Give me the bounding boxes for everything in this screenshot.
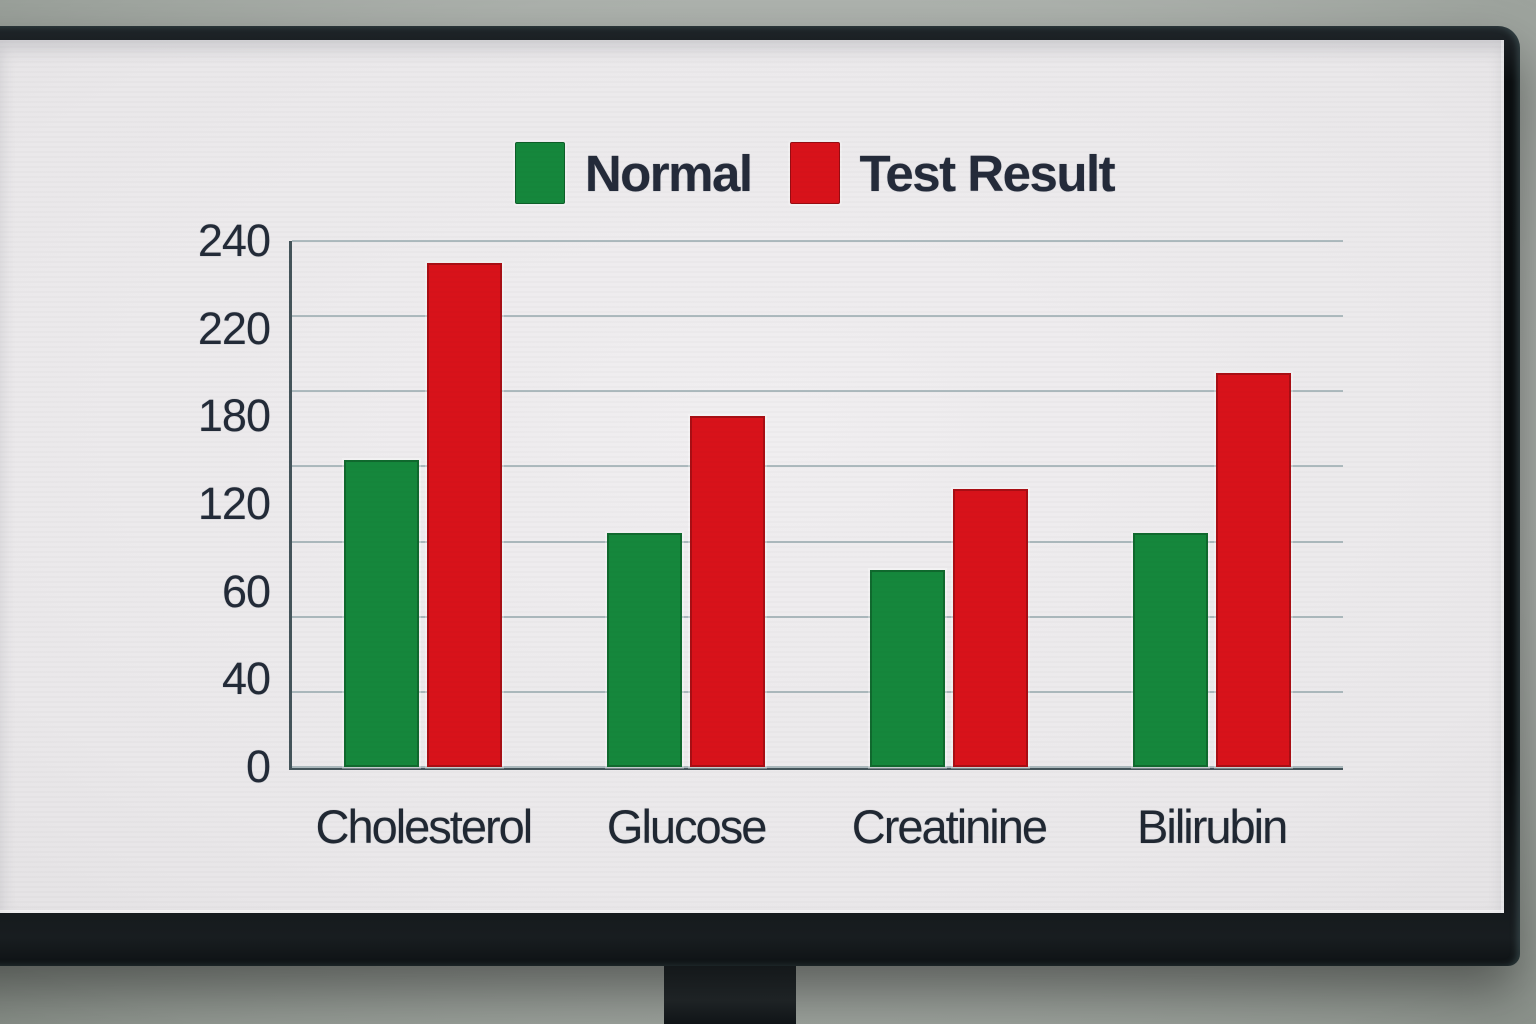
legend-swatch-test-result-icon [789,142,840,204]
bar-normal-cholesterol [344,460,420,767]
plot-area: 240 220 180 120 60 40 0 Cholesterol Glucose Creat… [198,215,1343,853]
monitor-stand [664,966,796,1024]
legend-item-normal: Normal [514,142,753,204]
monitor-screen: Normal Test Result 240 220 180 120 60 40 0 Chol… [0,40,1504,913]
bar-test-result-glucose [690,416,766,767]
grid-line [292,315,1343,318]
grid-line [292,240,1343,242]
y-axis-tick-label: 240 [197,215,271,266]
grid-line [292,766,1343,768]
grid-line [292,540,1343,543]
bar-test-result-cholesterol [427,262,503,767]
x-axis-category-label: Bilirubin [1137,800,1288,853]
y-axis-tick-label: 120 [197,478,271,529]
chart-legend: Normal Test Result [289,142,1340,204]
bar-normal-bilirubin [1132,533,1208,767]
y-axis-tick-label: 0 [245,741,271,792]
bar-test-result-creatinine [952,489,1028,767]
bar-test-result-bilirubin [1215,372,1291,767]
legend-item-test-result: Test Result [789,142,1116,204]
x-axis-category-label: Creatinine [851,800,1048,853]
grid-line [292,390,1343,393]
grid-line [292,690,1343,693]
bar-normal-creatinine [869,569,945,767]
y-axis-tick-label: 60 [221,565,271,617]
x-axis-category-label: Glucose [606,800,767,853]
y-axis-tick-label: 220 [197,302,271,354]
grid-line [292,615,1343,618]
x-axis-category-label: Cholesterol [315,800,534,853]
grid-line [292,465,1343,468]
bar-normal-glucose [607,533,683,767]
y-axis-tick-label: 40 [221,653,271,705]
legend-label-test-result: Test Result [859,144,1116,202]
legend-swatch-normal-icon [514,142,565,204]
y-axis-tick-label: 180 [197,390,271,442]
legend-label-normal: Normal [584,144,753,202]
